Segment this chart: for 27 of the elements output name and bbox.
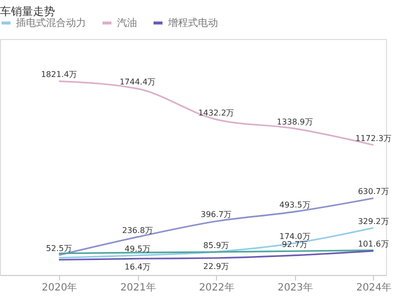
legend-label: 汽油 (117, 17, 137, 29)
legend-label: 插电式混合动力 (16, 17, 86, 29)
data-label: 92.7万 (282, 240, 308, 250)
data-label: 493.5万 (279, 200, 310, 210)
data-label: 101.6万 (358, 239, 389, 248)
data-label: 52.5万 (46, 244, 72, 254)
data-label: 49.5万 (124, 244, 150, 254)
x-tick-label: 2022年 (198, 282, 234, 294)
legend-label: 增程式电动 (167, 17, 218, 29)
data-label: 1338.9万 (276, 118, 313, 127)
data-label: 329.2万 (358, 216, 389, 226)
data-label: 1744.4万 (120, 78, 156, 87)
x-tick-label: 2021年 (120, 282, 156, 294)
data-label: 1172.3万 (355, 134, 392, 143)
x-tick-label: 2024年 (356, 282, 392, 294)
data-label: 1432.2万 (198, 108, 234, 118)
data-label: 22.9万 (203, 262, 230, 271)
data-label: 174.0万 (279, 232, 310, 242)
data-label: 1821.4万 (40, 70, 77, 80)
data-label: 236.8万 (122, 226, 154, 235)
data-label: 396.7万 (200, 210, 232, 220)
data-label: 630.7万 (358, 187, 389, 196)
data-label: 85.9万 (203, 240, 230, 250)
data-label: 16.4万 (124, 262, 150, 272)
x-tick-label: 2020年 (42, 282, 78, 294)
chart-title: 车销量走势 (0, 5, 55, 18)
x-tick-label: 2023年 (278, 282, 314, 294)
